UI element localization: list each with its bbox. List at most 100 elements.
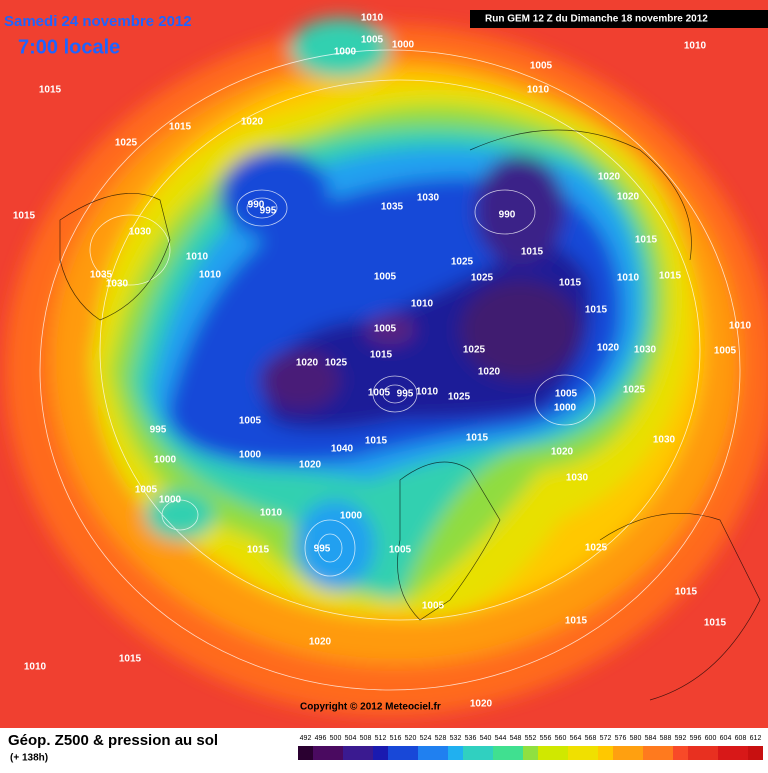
isobar-label: 1005	[422, 601, 445, 612]
scale-label: 544	[495, 735, 507, 742]
isobar-label: 995	[314, 544, 331, 555]
scale-label: 572	[600, 735, 612, 742]
isobar-label: 1015	[119, 654, 142, 665]
isobar-label: 1000	[392, 40, 415, 51]
isobar-label: 1035	[90, 270, 113, 281]
isobar-label: 1015	[13, 211, 36, 222]
scale-label: 496	[315, 735, 327, 742]
isobar-label: 1010	[416, 387, 439, 398]
isobar-label: 1005	[361, 35, 384, 46]
isobar-label: 1020	[296, 358, 319, 369]
scale-swatch	[553, 746, 568, 760]
isobar-label: 1020	[309, 637, 332, 648]
scale-label: 528	[435, 735, 447, 742]
footer-lead: (+ 138h)	[10, 753, 48, 764]
isobar-label: 1015	[659, 271, 682, 282]
isobar-label: 1030	[106, 279, 129, 290]
scale-swatch	[658, 746, 673, 760]
isobar-label: 1015	[675, 587, 698, 598]
isobar-label: 1015	[521, 247, 544, 258]
scale-swatch	[493, 746, 508, 760]
isobar-label: 1030	[634, 345, 657, 356]
isobar-label: 1005	[714, 346, 737, 357]
isobar-label: 995	[260, 206, 277, 217]
scale-label: 580	[630, 735, 642, 742]
scale-swatch	[313, 746, 328, 760]
isobar-label: 1020	[598, 172, 621, 183]
isobar-label: 1010	[186, 252, 209, 263]
isobar-label: 1020	[241, 117, 264, 128]
scale-label: 588	[660, 735, 672, 742]
scale-swatch	[358, 746, 373, 760]
scale-swatch	[403, 746, 418, 760]
isobar-label: 1025	[463, 345, 486, 356]
isobar-label: 1010	[361, 13, 384, 24]
isobar-label: 1015	[704, 618, 727, 629]
isobar-label: 1005	[374, 324, 397, 335]
scale-swatch	[478, 746, 493, 760]
scale-swatch	[628, 746, 643, 760]
isobar-label: 1000	[340, 511, 363, 522]
isobar-label: 1040	[331, 444, 354, 455]
isobar-label: 1005	[374, 272, 397, 283]
scale-swatch	[538, 746, 553, 760]
isobar-label: 1020	[617, 192, 640, 203]
run-bar	[470, 10, 768, 28]
scale-swatch	[718, 746, 733, 760]
scale-label: 508	[360, 735, 372, 742]
scale-swatch	[433, 746, 448, 760]
scale-swatch	[373, 746, 388, 760]
isobar-label: 1025	[585, 543, 608, 554]
scale-label: 532	[450, 735, 462, 742]
scale-swatch	[298, 746, 313, 760]
isobar-label: 1015	[169, 122, 192, 133]
geopotential-field	[0, 0, 768, 728]
map-title: Samedi 24 novembre 2012	[4, 13, 192, 30]
isobar-label: 1010	[199, 270, 222, 281]
isobar-label: 1030	[566, 473, 589, 484]
scale-label: 596	[690, 735, 702, 742]
scale-swatch	[583, 746, 598, 760]
isobar-label: 1005	[368, 388, 391, 399]
isobar-label: 1020	[551, 447, 574, 458]
isobar-label: 1015	[559, 278, 582, 289]
isobar-label: 1015	[370, 350, 393, 361]
scale-label: 500	[330, 735, 342, 742]
scale-swatch	[508, 746, 523, 760]
isobar-labels: 1010 1005 1000 1000 1010 1005 1010 1015 1015 1020…	[13, 13, 752, 710]
footer-label: Géop. Z500 & pression au sol	[8, 732, 218, 749]
isobar-label: 1030	[417, 193, 440, 204]
isobar-label: 1010	[527, 85, 550, 96]
scale-label: 536	[465, 735, 477, 742]
scale-label: 492	[300, 735, 312, 742]
scale-label: 560	[555, 735, 567, 742]
isobar-label: 1000	[159, 495, 182, 506]
isobar-label: 1010	[260, 508, 283, 519]
scale-swatch	[463, 746, 478, 760]
scale-swatch	[388, 746, 403, 760]
isobar-label: 1010	[684, 41, 707, 52]
isobar-label: 1005	[239, 416, 262, 427]
isobar-label: 1035	[381, 202, 404, 213]
copyright: Copyright © 2012 Meteociel.fr	[300, 702, 441, 713]
isobar-label: 1025	[448, 392, 471, 403]
isobar-label: 1015	[39, 85, 62, 96]
scale-swatch	[643, 746, 658, 760]
isobar-label: 1000	[239, 450, 262, 461]
isobar-label: 1025	[451, 257, 474, 268]
isobar-label: 1030	[129, 227, 152, 238]
isobar-label: 990	[248, 200, 265, 211]
isobar-label: 1015	[365, 436, 388, 447]
scale-label: 568	[585, 735, 597, 742]
color-scale: 492 496 500 504 508 512 516 520 524 528 532 536 540 5…	[298, 735, 763, 760]
isobar-label: 1000	[154, 455, 177, 466]
scale-label: 564	[570, 735, 582, 742]
scale-label: 540	[480, 735, 492, 742]
isobar-label: 990	[499, 210, 516, 221]
scale-label: 520	[405, 735, 417, 742]
scale-label: 552	[525, 735, 537, 742]
isobar-label: 1005	[389, 545, 412, 556]
scale-label: 548	[510, 735, 522, 742]
scale-label: 600	[705, 735, 717, 742]
